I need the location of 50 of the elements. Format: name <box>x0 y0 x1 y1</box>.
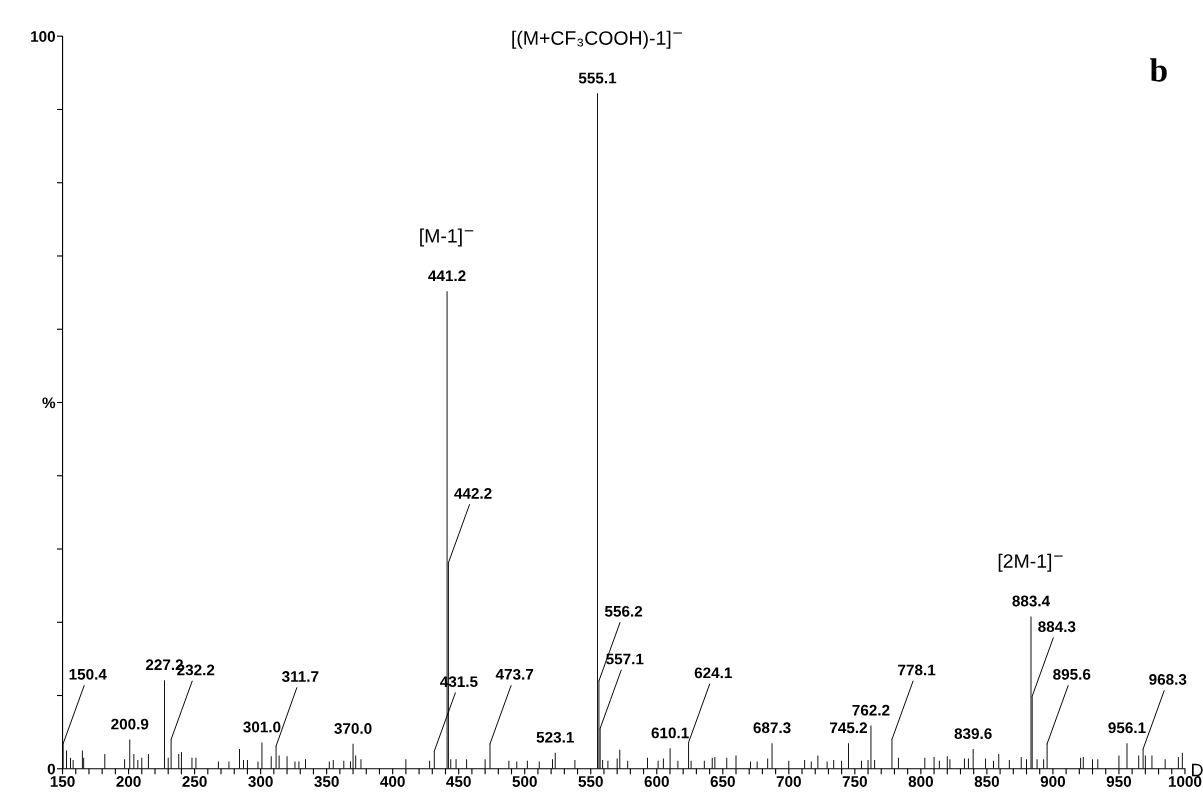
annotation: 473.7 <box>495 668 534 680</box>
x-tick-label: 700 <box>776 776 801 787</box>
annotation: 762.2 <box>852 704 890 716</box>
annotation: 610.1 <box>651 727 689 739</box>
annotation: 301.0 <box>243 721 281 733</box>
annotation: 624.1 <box>694 667 732 679</box>
x-tick-label: 350 <box>314 776 339 787</box>
x-tick-label: 900 <box>1040 776 1066 787</box>
annotation: 956.1 <box>1108 722 1146 734</box>
x-tick-label: 200 <box>116 776 141 787</box>
y-tick-label: 100 <box>31 31 55 42</box>
annotation: [2M-1]$^{−}$ <box>998 553 1063 572</box>
annotation: 523.1 <box>536 731 574 743</box>
annotation: 778.1 <box>898 664 936 676</box>
annotation: 883.4 <box>1012 595 1051 607</box>
y-tick-label: % <box>42 397 56 409</box>
y-tick-label: 0 <box>47 763 55 775</box>
x-tick-label: 750 <box>842 776 867 787</box>
annotation: 556.2 <box>604 605 643 617</box>
annotation: [(M+CF₃COOH)-1]$^{−}$ <box>512 30 682 49</box>
annotation: 557.1 <box>606 653 644 665</box>
annotation: 311.7 <box>281 671 319 682</box>
annotation: 687.3 <box>753 722 791 734</box>
x-tick-label: 1000 <box>1168 776 1202 787</box>
x-tick-label: 450 <box>446 776 471 787</box>
annotation: 370.0 <box>334 723 372 734</box>
annotation: 442.2 <box>454 487 492 499</box>
annotation: 150.4 <box>69 668 107 680</box>
annotation: 884.3 <box>1038 621 1076 633</box>
x-tick-label: 400 <box>380 776 405 787</box>
x-tick-label: 600 <box>644 776 669 787</box>
annotation: 839.6 <box>954 728 992 740</box>
x-tick-label: 850 <box>974 776 999 787</box>
x-tick-label: 550 <box>578 776 603 787</box>
annotation: b <box>1150 58 1167 82</box>
x-tick-label: 500 <box>512 776 537 787</box>
annotation: 200.9 <box>111 718 149 730</box>
x-tick-label: 800 <box>908 776 933 787</box>
x-tick-label: 950 <box>1106 776 1132 787</box>
annotation: 745.2 <box>830 722 868 734</box>
annotation: 555.1 <box>578 72 617 84</box>
annotation: 441.2 <box>428 270 466 282</box>
x-tick-label: 150 <box>50 776 75 787</box>
annotation: [M-1]$^{−}$ <box>420 228 474 247</box>
x-tick-label: 300 <box>248 776 273 787</box>
annotation: 895.6 <box>1053 668 1091 680</box>
x-tick-label: 650 <box>710 776 735 787</box>
annotation: 968.3 <box>1149 674 1187 685</box>
x-tick-label: 250 <box>182 776 207 787</box>
x-axis-title: D <box>1191 763 1203 777</box>
